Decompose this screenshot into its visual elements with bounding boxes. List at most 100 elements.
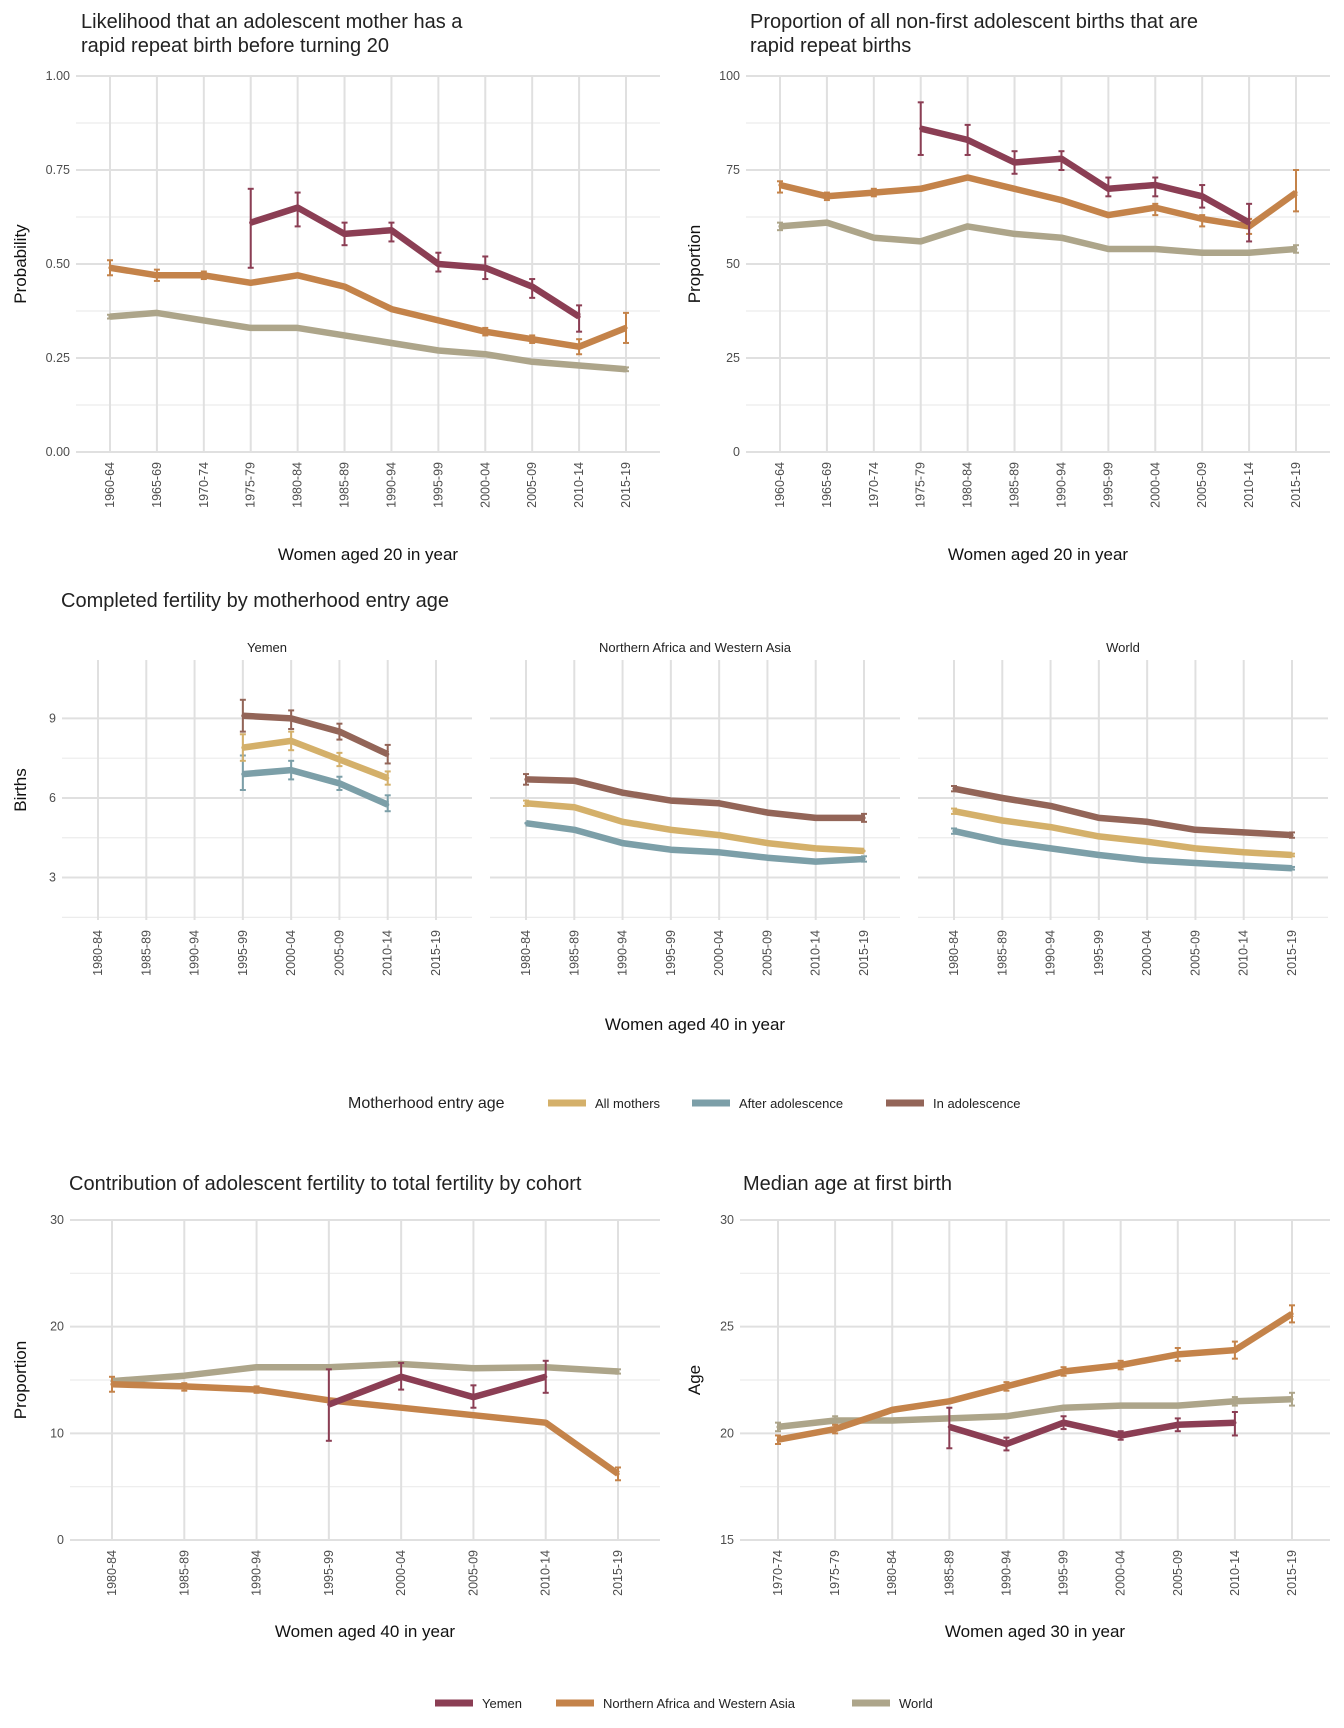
y-axis-title: Proportion (11, 1341, 30, 1419)
y-axis-title: Probability (11, 224, 30, 304)
data-point (436, 348, 440, 353)
x-tick-label: 2005-09 (332, 930, 346, 976)
x-tick-label: 1990-94 (250, 1550, 264, 1596)
x-tick-label: 1965-69 (820, 462, 834, 508)
x-tick-label: 2005-09 (1171, 1550, 1185, 1596)
series-yemen (325, 1359, 549, 1442)
error-bar (325, 1368, 332, 1442)
error-bar (623, 366, 629, 373)
x-tick-label: 1995-99 (236, 930, 250, 976)
x-tick-label: 2005-09 (1195, 462, 1209, 508)
data-point (1247, 251, 1251, 255)
data-point (1048, 825, 1053, 829)
error-bar (1231, 1411, 1238, 1437)
error-bar (1293, 169, 1299, 213)
x-tick-label: 1990-94 (616, 930, 630, 976)
x-tick-label: 1970-74 (197, 462, 211, 508)
x-tick-label: 2010-14 (572, 462, 586, 508)
data-point (249, 281, 253, 285)
x-tick-label: 2015-19 (611, 1550, 625, 1596)
y-axis-title: Age (685, 1365, 704, 1395)
data-point (254, 1365, 259, 1369)
x-tick-label: 2010-14 (1242, 462, 1256, 508)
y-tick-label: 6 (49, 791, 56, 805)
error-bar (1246, 202, 1253, 243)
x-tick-label: 2000-04 (394, 1550, 408, 1596)
x-tick-label: 1995-99 (1101, 462, 1115, 508)
y-tick-label: 25 (726, 351, 740, 365)
data-point (620, 791, 625, 795)
x-tick-label: 1975-79 (828, 1550, 842, 1596)
x-tick-label: 1995-99 (1057, 1550, 1071, 1596)
error-bar (384, 794, 391, 813)
data-point (389, 307, 394, 311)
data-point (1106, 247, 1110, 251)
chart-title: Likelihood that an adolescent mother has… (81, 11, 463, 57)
series-line-yemen (327, 1373, 547, 1408)
data-point (202, 318, 206, 322)
error-bar (470, 1384, 477, 1409)
error-bar (775, 1434, 781, 1445)
series-yemen (247, 187, 583, 333)
data-point (620, 841, 625, 845)
panel-rapid-repeat-proportion: 0 25 50 75 100 1960-64 1965-69 1970-74 1975-79 19… (719, 69, 1330, 508)
x-tick-label: 1985-89 (942, 1550, 956, 1596)
data-point (342, 333, 347, 338)
error-bar (239, 698, 246, 733)
error-bar (777, 180, 783, 194)
series-world (777, 219, 1299, 256)
error-bar (1289, 1391, 1295, 1407)
series-line-after_adolescence (953, 827, 1293, 872)
x-tick-label: 1960-64 (103, 462, 117, 508)
error-bar (1199, 214, 1206, 228)
x-tick-label: 2010-14 (539, 1550, 553, 1596)
x-tick-label: 1990-94 (1054, 462, 1068, 508)
series-line-after_adolescence (525, 819, 865, 865)
error-bar (1289, 865, 1295, 871)
data-point (669, 799, 673, 803)
x-tick-label: 2005-09 (760, 930, 774, 976)
data-point (890, 1408, 894, 1412)
y-tick-label: 0.25 (46, 351, 70, 365)
y-tick-label: 0.50 (46, 257, 70, 271)
x-tick-label: 1990-94 (188, 930, 202, 976)
y-tick-label: 100 (719, 69, 740, 83)
data-point (1097, 816, 1101, 820)
error-bar (775, 1421, 781, 1433)
data-point (1242, 850, 1246, 854)
data-point (572, 828, 576, 832)
series-line-yemen (919, 125, 1251, 226)
error-bar (247, 187, 254, 269)
data-point (669, 848, 673, 852)
error-bar (615, 1368, 621, 1375)
data-point (1145, 840, 1149, 844)
error-bar (1174, 1347, 1181, 1362)
error-bar (1152, 202, 1159, 217)
series-line-in_adolescence (525, 776, 864, 822)
series-line-world (111, 1360, 619, 1385)
error-bar (1058, 150, 1065, 171)
series-line-nawa (109, 264, 628, 350)
legend-label: Yemen (482, 1696, 522, 1711)
error-bar (107, 313, 113, 320)
y-tick-label: 1.00 (46, 69, 70, 83)
y-tick-label: 10 (50, 1426, 64, 1440)
error-bar (1152, 176, 1159, 198)
series-nawa (777, 169, 1299, 235)
data-point (399, 1406, 403, 1410)
x-tick-label: 1985-89 (567, 930, 581, 976)
data-point (717, 850, 721, 854)
error-bar (615, 1466, 621, 1482)
x-tick-label: 1960-64 (773, 462, 787, 508)
error-bar (576, 338, 583, 356)
error-bar (1011, 150, 1018, 175)
data-point (530, 360, 534, 364)
series-nawa (107, 259, 629, 356)
data-point (1242, 864, 1246, 868)
data-point (919, 187, 923, 191)
data-point (327, 1365, 331, 1369)
data-point (717, 801, 721, 805)
y-tick-label: 20 (50, 1320, 64, 1334)
error-bar (861, 855, 867, 863)
error-bar (288, 709, 295, 730)
